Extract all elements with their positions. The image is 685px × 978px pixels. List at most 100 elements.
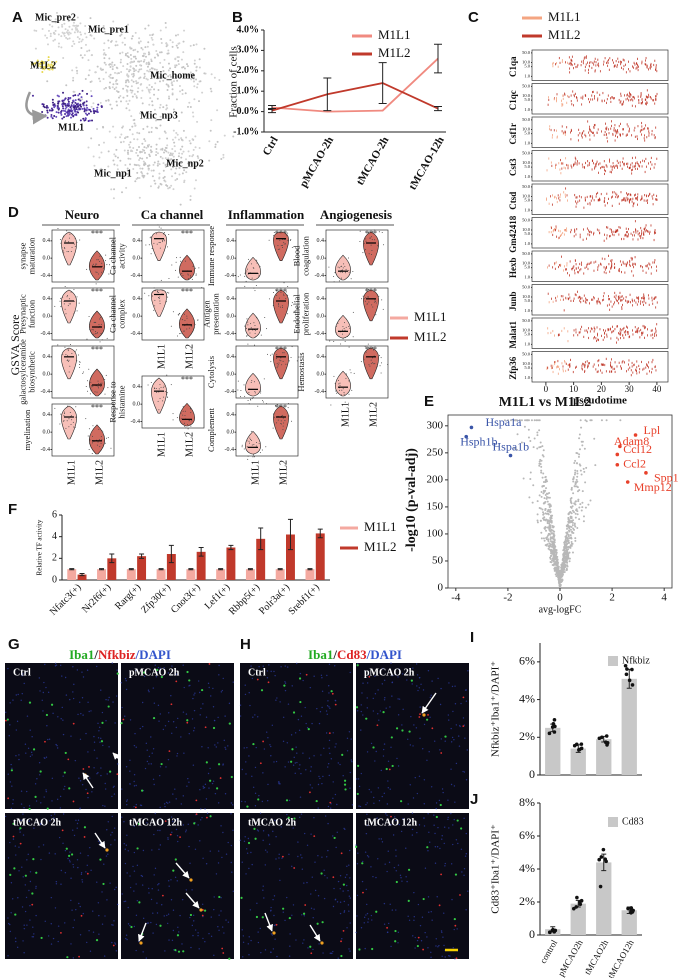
- umap-point: [112, 125, 115, 128]
- umap-point: [124, 84, 127, 87]
- dapi-signal: [213, 719, 216, 722]
- dapi-signal: [11, 767, 13, 769]
- cell-point: [655, 198, 657, 201]
- dapi-signal: [78, 777, 80, 779]
- jitter: [379, 365, 381, 367]
- cell-point: [565, 362, 567, 365]
- dapi-signal: [239, 715, 242, 717]
- dapi-signal: [286, 742, 289, 744]
- marker-signal: [31, 903, 34, 906]
- umap-point: [55, 111, 58, 114]
- umap-point: [163, 77, 166, 80]
- jitter: [154, 305, 156, 307]
- dapi-signal: [170, 695, 172, 697]
- cell-point: [558, 333, 560, 336]
- dapi-signal: [377, 689, 379, 691]
- cell-point: [553, 229, 554, 232]
- umap-point: [147, 24, 150, 27]
- jitter: [363, 359, 365, 361]
- jitter: [348, 326, 350, 328]
- dapi-signal: [224, 746, 226, 749]
- dapi-signal: [451, 898, 453, 901]
- cell-point: [566, 227, 567, 230]
- cell-point: [640, 93, 642, 96]
- umap-point: [73, 90, 76, 93]
- umap-point: [51, 101, 54, 104]
- dapi-signal: [199, 840, 201, 842]
- dapi-signal: [21, 692, 23, 695]
- cell-point: [596, 302, 598, 305]
- dapi-signal: [255, 746, 257, 749]
- dapi-signal: [325, 732, 328, 734]
- dapi-signal: [71, 909, 73, 911]
- cell-point: [648, 297, 650, 300]
- marker-signal: [427, 714, 429, 716]
- marker-signal: [134, 806, 137, 809]
- cell-point: [555, 360, 557, 364]
- cell-point: [645, 59, 646, 62]
- marker-signal: [78, 955, 80, 958]
- umap-point: [222, 156, 225, 159]
- cell-point: [591, 231, 592, 234]
- cell-point: [641, 125, 643, 128]
- dapi-signal: [382, 667, 384, 670]
- cell-point: [642, 301, 644, 304]
- dapi-signal: [125, 800, 128, 802]
- cell-point: [626, 94, 628, 97]
- cell-point: [559, 234, 561, 237]
- cell-point: [591, 66, 593, 70]
- umap-point: [222, 153, 225, 156]
- cell-point: [645, 165, 647, 168]
- dapi-signal: [246, 746, 248, 749]
- jitter: [155, 387, 157, 389]
- cell-point: [627, 193, 629, 196]
- cell-point: [608, 254, 609, 257]
- dapi-signal: [263, 897, 265, 899]
- cell-point: [648, 93, 650, 97]
- cell-point: [655, 67, 657, 70]
- dapi-signal: [413, 724, 415, 726]
- umap-point: [135, 164, 138, 167]
- cell-point: [644, 139, 646, 142]
- cell-point: [594, 163, 596, 166]
- marker-signal: [267, 681, 270, 684]
- cell-point: [564, 229, 566, 232]
- jitter: [370, 236, 372, 238]
- dapi-signal: [207, 772, 210, 775]
- jitter: [68, 237, 70, 239]
- dapi-signal: [295, 746, 297, 748]
- iba1-signal: [193, 822, 196, 825]
- dapi-signal: [146, 760, 149, 763]
- jitter: [96, 271, 98, 273]
- dapi-signal: [275, 699, 277, 701]
- dapi-signal: [217, 802, 220, 804]
- umap-point: [93, 37, 96, 40]
- cell-point: [593, 326, 595, 329]
- cell-point: [628, 60, 629, 63]
- dapi-signal: [113, 888, 116, 891]
- dapi-signal: [316, 707, 318, 710]
- y-tick-label: 5.0: [524, 298, 530, 303]
- dapi-signal: [124, 678, 127, 680]
- cell-point: [556, 200, 558, 204]
- cell-point: [648, 162, 649, 165]
- cell-point: [637, 137, 638, 141]
- dapi-signal: [448, 682, 450, 684]
- cell-point: [570, 99, 572, 103]
- plot-frame: [235, 403, 299, 457]
- dapi-signal: [97, 902, 100, 904]
- x-tick-label: M1L2: [368, 402, 379, 427]
- dapi-signal: [224, 715, 226, 717]
- cell-point: [645, 124, 647, 127]
- umap-point: [173, 141, 176, 144]
- dapi-signal: [97, 772, 99, 774]
- jitter: [251, 398, 253, 400]
- dapi-signal: [242, 935, 245, 937]
- umap-point: [218, 79, 221, 82]
- cell-point: [598, 163, 600, 166]
- marker-signal: [304, 904, 307, 906]
- cell-point: [626, 192, 627, 195]
- jitter: [161, 239, 163, 241]
- jitter: [275, 290, 277, 292]
- dapi-signal: [313, 675, 315, 677]
